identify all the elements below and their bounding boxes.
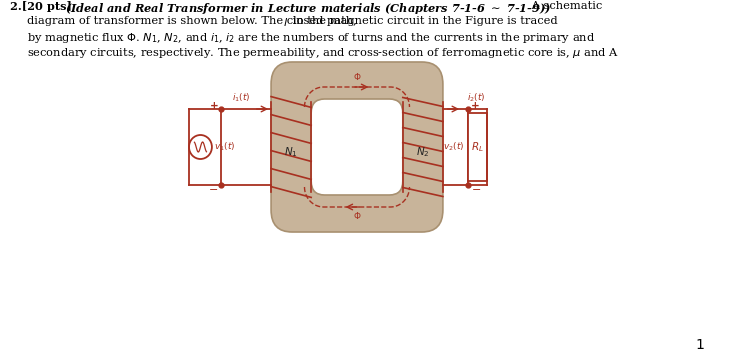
Text: $R_L$: $R_L$ xyxy=(470,140,484,154)
Text: by magnetic flux $\Phi$. $N_1$, $N_2$, and $i_1$, $i_2$ are the numbers of turns: by magnetic flux $\Phi$. $N_1$, $N_2$, a… xyxy=(27,31,595,45)
Text: $i_2(t)$: $i_2(t)$ xyxy=(467,91,485,104)
Text: in the magnetic circuit in the Figure is traced: in the magnetic circuit in the Figure is… xyxy=(289,16,558,26)
Text: 2.[20 pts]: 2.[20 pts] xyxy=(10,1,71,12)
Text: +: + xyxy=(210,101,218,111)
Text: diagram of transformer is shown below. The closed path,: diagram of transformer is shown below. T… xyxy=(27,16,360,26)
Text: $\it{l}$: $\it{l}$ xyxy=(283,16,289,28)
Text: +: + xyxy=(470,101,479,111)
FancyBboxPatch shape xyxy=(271,62,443,232)
Text: $i_1(t)$: $i_1(t)$ xyxy=(232,91,251,104)
Text: $v_1(t)$: $v_1(t)$ xyxy=(214,141,235,153)
Bar xyxy=(468,113,487,181)
Text: A schematic: A schematic xyxy=(528,1,602,11)
Text: $N_2$: $N_2$ xyxy=(416,145,429,159)
Text: (Ideal and Real Transformer in Lecture materials (Chapters 7-1-6 $\sim$ 7-1-9)): (Ideal and Real Transformer in Lecture m… xyxy=(65,1,551,16)
Text: 1: 1 xyxy=(696,338,705,352)
Text: $-$: $-$ xyxy=(209,183,218,193)
Text: $v_2(t)$: $v_2(t)$ xyxy=(444,141,465,153)
FancyBboxPatch shape xyxy=(311,99,403,195)
Text: $\Phi$: $\Phi$ xyxy=(353,210,361,221)
Text: secondary circuits, respectively. The permeability, and cross-section of ferroma: secondary circuits, respectively. The pe… xyxy=(27,46,619,60)
Text: $-$: $-$ xyxy=(470,183,481,193)
Text: $\Phi$: $\Phi$ xyxy=(353,71,361,82)
Text: $N_1$: $N_1$ xyxy=(284,145,298,159)
